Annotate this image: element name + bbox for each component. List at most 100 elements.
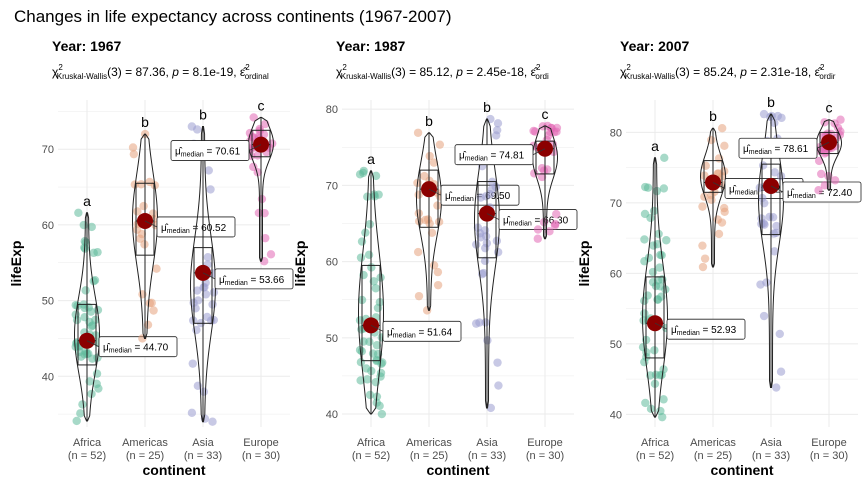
data-point	[660, 153, 669, 162]
data-point	[423, 215, 433, 224]
box-americas	[419, 169, 439, 228]
x-axis-label: continent	[143, 462, 206, 478]
data-point	[650, 346, 659, 355]
x-tick-count: (n = 25)	[410, 450, 448, 462]
significance-letter: b	[141, 114, 149, 130]
violin-asia	[190, 125, 216, 423]
data-point	[717, 218, 727, 227]
median-value: = 60.52	[190, 223, 227, 234]
stat-part: ε̂	[815, 65, 822, 79]
median-sub: median	[167, 228, 190, 235]
x-tick-label: Africa	[641, 437, 670, 449]
data-point	[80, 312, 89, 322]
data-point	[356, 253, 366, 262]
data-point	[147, 298, 156, 308]
data-point	[85, 377, 94, 386]
data-point	[486, 403, 496, 413]
data-point	[655, 263, 664, 272]
significance-letter: a	[367, 151, 375, 167]
median-mu: μ̂	[459, 150, 467, 162]
median-mu: μ̂	[219, 274, 227, 286]
median-mu: μ̂	[445, 190, 453, 202]
median-value: = 74.81	[488, 151, 525, 162]
stat-part: Kruskal-Wallis	[625, 72, 675, 81]
y-tick-label: 70	[326, 180, 338, 192]
median-label: μ̂median = 52.93	[671, 324, 737, 337]
median-label-box	[98, 336, 178, 358]
data-point	[720, 141, 729, 151]
data-point	[203, 253, 213, 262]
median-label: μ̂median = 53.66	[219, 274, 285, 287]
data-point	[493, 119, 503, 128]
data-point	[261, 233, 270, 243]
data-point	[413, 247, 423, 257]
data-point	[260, 208, 269, 218]
median-value: = 66.30	[532, 216, 569, 227]
data-point	[128, 143, 138, 152]
median-label-leader	[486, 213, 500, 220]
data-point	[481, 243, 490, 253]
data-point	[145, 177, 154, 187]
median-mu: μ̂	[787, 187, 795, 199]
chart-title: Changes in life expectancy across contin…	[14, 7, 452, 26]
data-point	[208, 417, 217, 426]
data-point	[698, 202, 707, 211]
data-point	[370, 192, 379, 201]
y-tick-label: 50	[610, 339, 622, 351]
data-point	[81, 346, 90, 356]
data-point	[138, 334, 147, 343]
data-point	[775, 329, 784, 339]
x-tick-count: (n = 33)	[752, 450, 790, 462]
median-mu: μ̂	[729, 183, 737, 195]
data-point	[539, 166, 549, 175]
data-point	[371, 171, 381, 181]
data-point	[76, 409, 85, 418]
data-point	[830, 176, 840, 185]
data-point	[433, 201, 442, 210]
median-label-leader	[202, 272, 216, 280]
data-point	[769, 229, 779, 238]
median-value: = 51.64	[416, 327, 453, 338]
data-point	[139, 201, 148, 211]
data-point	[537, 172, 547, 182]
y-tick-label: 70	[42, 144, 54, 156]
stat-part: = 8.1e-19,	[179, 65, 240, 79]
median-sub: median	[793, 193, 816, 200]
median-label: μ̂median = 44.70	[103, 342, 169, 355]
data-point	[648, 267, 658, 277]
data-point	[253, 168, 262, 177]
significance-letter: b	[709, 108, 717, 124]
stat-part: ε̂	[531, 65, 538, 79]
data-point	[770, 168, 779, 177]
data-point	[414, 209, 423, 218]
x-tick-label: Europe	[811, 437, 846, 449]
x-tick-count: (n = 33)	[184, 450, 222, 462]
data-point	[255, 126, 264, 136]
data-point	[817, 169, 826, 179]
median-mu: μ̂	[671, 324, 679, 336]
data-point	[770, 118, 779, 128]
data-point	[78, 400, 87, 409]
data-point	[204, 166, 213, 175]
data-point	[365, 390, 375, 400]
median-value: = 53.66	[248, 275, 285, 286]
data-point	[188, 359, 197, 368]
data-point	[359, 270, 368, 280]
data-point	[209, 288, 219, 297]
data-point	[371, 284, 381, 293]
data-point	[435, 140, 445, 149]
median-label-leader	[816, 141, 830, 149]
x-tick-label: Asia	[476, 437, 498, 449]
data-point	[493, 247, 503, 257]
data-point	[93, 247, 102, 257]
data-point	[720, 207, 729, 216]
median-label-leader	[144, 220, 158, 228]
median-value: = 44.70	[132, 343, 169, 354]
data-point	[772, 221, 781, 231]
data-point	[492, 125, 502, 135]
data-point	[760, 198, 769, 208]
median-label-leader	[428, 188, 442, 196]
stat-part: p	[171, 65, 179, 79]
